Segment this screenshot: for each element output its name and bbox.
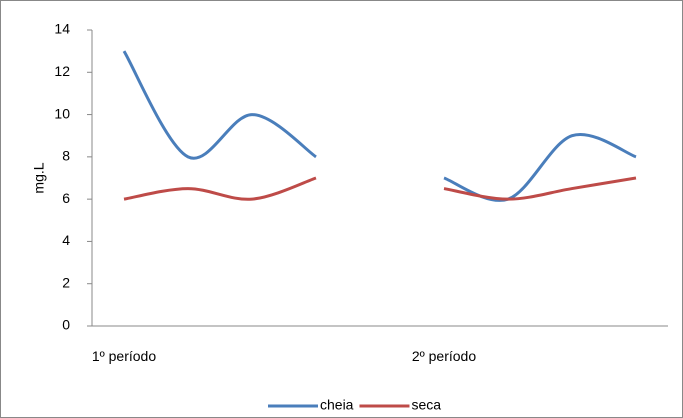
y-tick-label: 4 (62, 232, 70, 248)
y-tick-label: 0 (62, 317, 70, 333)
series-line (123, 176, 637, 201)
legend-label: cheia (320, 397, 354, 413)
y-tick-label: 6 (62, 190, 70, 206)
y-axis-title: mg.L (31, 162, 47, 193)
x-tick-label: 1º período (91, 348, 157, 364)
x-tick-label: 2º período (411, 348, 477, 364)
y-tick-label: 8 (62, 148, 70, 164)
y-tick-label: 10 (54, 105, 70, 121)
y-tick-label: 14 (54, 21, 70, 37)
series-line (122, 50, 637, 202)
y-tick-label: 12 (54, 63, 70, 79)
y-tick-label: 2 (62, 274, 70, 290)
legend-label: seca (411, 397, 441, 413)
